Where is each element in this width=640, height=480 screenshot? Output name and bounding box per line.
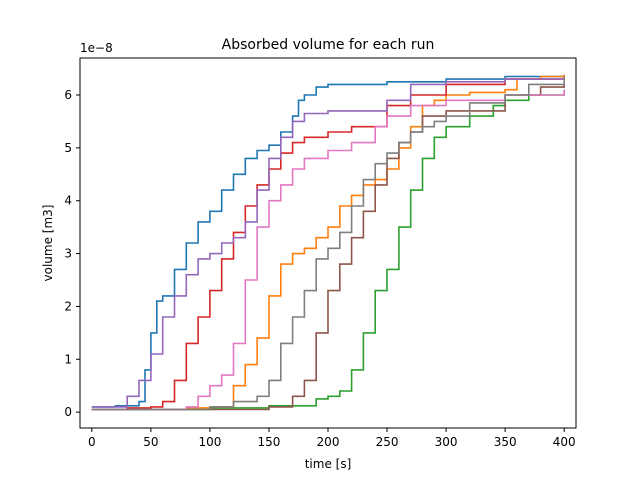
y-tick-label: 6 — [64, 88, 72, 102]
x-tick-label: 50 — [143, 435, 158, 449]
x-tick-label: 300 — [435, 435, 458, 449]
y-axis-label: volume [m3] — [41, 205, 55, 282]
y-tick-label: 2 — [64, 299, 72, 313]
plot-area: 0 50 100 150 200 250 300 350 400 0 1 2 3 4 5 6 — [64, 57, 577, 449]
y-offset-label: 1e−8 — [80, 41, 113, 55]
series-line-4 — [91, 76, 565, 411]
series-line-1 — [91, 74, 565, 408]
series-line-3 — [91, 89, 565, 411]
y-tick-label: 3 — [64, 247, 72, 261]
x-axis-ticks: 0 50 100 150 200 250 300 350 400 — [88, 428, 576, 449]
x-tick-label: 350 — [494, 435, 517, 449]
series-line-7 — [91, 89, 565, 411]
x-tick-label: 200 — [317, 435, 340, 449]
x-tick-label: 0 — [88, 435, 96, 449]
x-tick-label: 150 — [257, 435, 280, 449]
series-layer — [91, 74, 565, 411]
chart-title: Absorbed volume for each run — [222, 37, 435, 53]
x-tick-label: 250 — [376, 435, 399, 449]
x-tick-label: 100 — [198, 435, 221, 449]
y-tick-label: 5 — [64, 141, 72, 155]
x-axis-label: time [s] — [305, 457, 352, 471]
series-line-2 — [91, 74, 565, 411]
y-axis-ticks: 0 1 2 3 4 5 6 — [64, 88, 80, 419]
series-line-8 — [91, 76, 565, 411]
y-tick-label: 4 — [64, 194, 72, 208]
series-line-5 — [91, 78, 565, 408]
x-tick-label: 400 — [553, 435, 576, 449]
y-tick-label: 0 — [64, 405, 72, 419]
series-line-6 — [91, 84, 565, 411]
y-tick-label: 1 — [64, 352, 72, 366]
